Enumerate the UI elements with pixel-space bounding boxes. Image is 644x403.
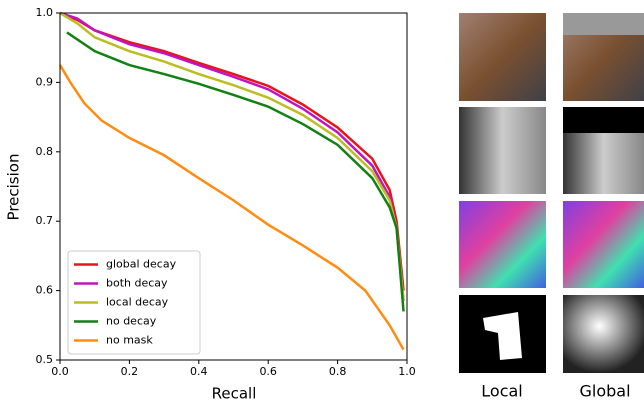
x-tick-label: 0.0: [51, 365, 69, 378]
global-mask: [563, 295, 644, 373]
image-label: Local: [481, 382, 522, 401]
line-series: [66, 31, 405, 312]
x-tick-label: 0.6: [259, 365, 277, 378]
legend-box: [67, 250, 201, 355]
rgb-image: [459, 13, 546, 101]
x-tick-label: 0.2: [121, 365, 139, 378]
y-tick-label: 0.5: [36, 353, 54, 366]
normal-image: [459, 201, 546, 288]
y-tick-label: 0.9: [36, 75, 54, 88]
x-tick-label: 0.8: [329, 365, 347, 378]
y-tick-label: 0.8: [36, 145, 54, 158]
y-tick-label: 0.6: [36, 284, 54, 297]
depth-image: [459, 107, 546, 194]
depth-image-top: [563, 107, 644, 133]
legend-label: both decay: [106, 277, 168, 290]
normal-image: [563, 201, 644, 288]
legend-label: no decay: [106, 315, 157, 328]
image-label: Global: [579, 382, 630, 401]
y-axis-label: Precision: [5, 154, 23, 221]
legend-label: global decay: [106, 258, 177, 271]
plot-frame: [59, 12, 408, 361]
rgb-image-top: [563, 13, 644, 35]
y-tick-label: 1.0: [36, 6, 54, 19]
image-panels: Local Global: [459, 13, 644, 401]
legend-label: no mask: [106, 334, 153, 347]
x-tick-label: 0.4: [190, 365, 208, 378]
x-axis-label: Recall: [212, 385, 257, 403]
y-tick-label: 0.7: [36, 214, 54, 227]
legend-label: local decay: [106, 296, 169, 309]
line-series: [59, 11, 405, 302]
local-mask-shape: [483, 312, 522, 360]
line-series: [59, 11, 405, 302]
x-tick-label: 1.0: [398, 365, 416, 378]
line-series: [58, 64, 405, 351]
